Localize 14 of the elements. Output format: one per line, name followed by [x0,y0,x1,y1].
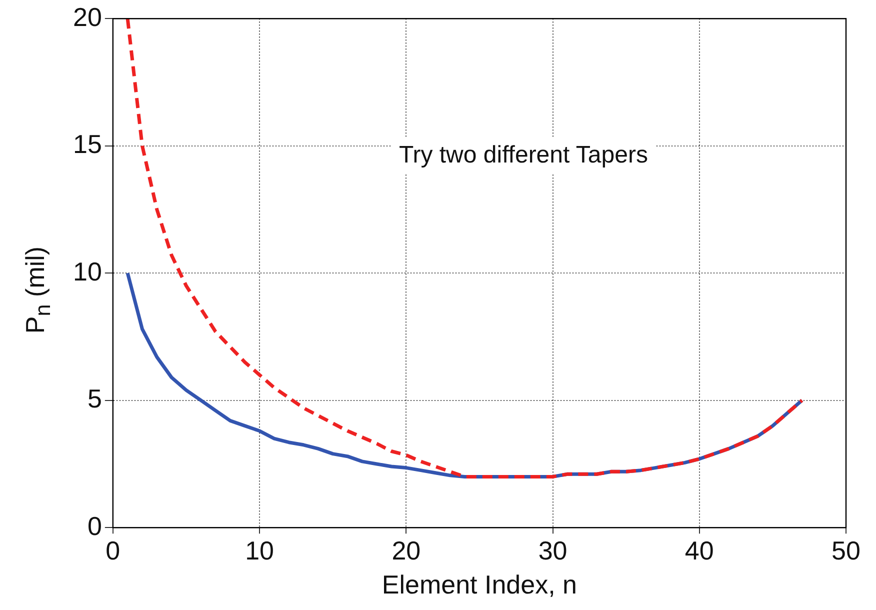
y-tick-label: 10 [73,256,102,286]
x-tick-label: 0 [106,535,120,566]
x-tick-label: 10 [245,535,274,566]
x-tick-label: 30 [538,535,568,566]
x-tick-label: 50 [832,535,860,566]
x-tick-label: 20 [392,535,421,566]
y-tick-label: 5 [87,384,102,414]
y-tick-label: 15 [73,129,102,160]
line-series [126,18,804,478]
y-tick-label: 0 [87,510,102,541]
x-tick-label: 40 [684,535,714,566]
annotation: Try two different Tapers [398,142,648,169]
x-axis-title: Element Index, n [382,570,578,600]
y-tick-label: 20 [73,2,102,32]
